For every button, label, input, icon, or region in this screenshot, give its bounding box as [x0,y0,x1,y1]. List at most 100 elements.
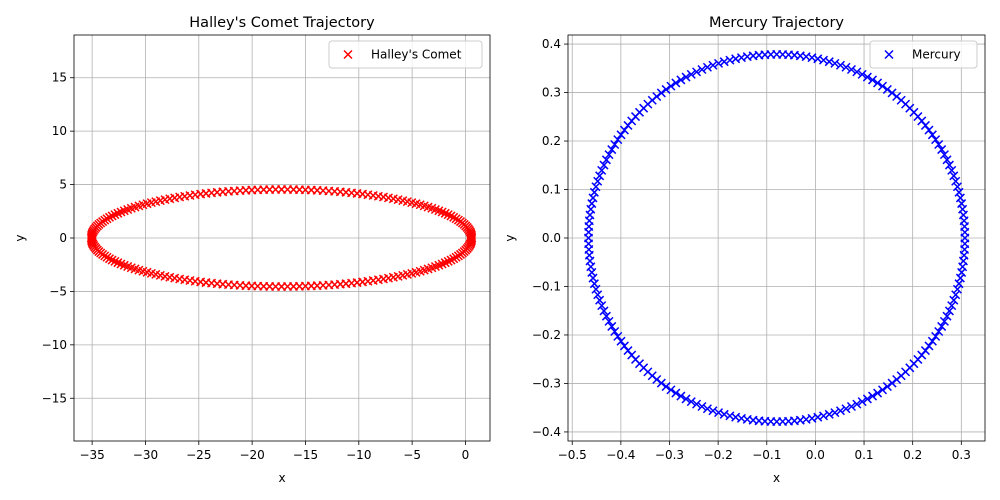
y-axis-label: y [13,234,27,241]
data-point [887,88,897,98]
y-tick-label: −5 [49,284,67,298]
data-point [681,394,691,404]
data-point [862,72,872,82]
x-tick-label: −0.2 [704,448,733,462]
x-tick-label: −0.1 [752,448,781,462]
x-tick-label: −20 [239,448,264,462]
series-points [86,184,477,292]
data-point [725,411,735,421]
y-tick-label: 0.3 [542,86,561,100]
data-point [947,165,957,175]
data-point [920,346,930,356]
data-point [944,160,954,170]
data-point [595,295,605,305]
chart-2: −0.5 −0.4 −0.3 −0.2 −0.1 0.0 0.1 0.2 0.3 −0.4 −0.3… [503,15,986,485]
data-point [942,155,952,165]
data-point [692,399,702,409]
data-point [725,55,735,65]
data-point [882,84,892,94]
data-point [852,67,862,77]
data-point [708,60,718,70]
x-tick-label: 0.1 [854,448,873,462]
data-point [924,125,934,135]
y-tick-label: 0.1 [542,183,561,197]
data-point [588,273,598,283]
data-point [591,284,601,294]
data-point [656,378,666,388]
data-point [835,406,845,416]
y-tick-label: −0.2 [532,328,561,342]
data-point [451,214,461,224]
data-point [714,58,724,68]
data-point [676,75,686,85]
data-point [954,187,964,197]
data-point [952,284,962,294]
data-point [927,336,937,346]
data-point [686,69,696,79]
x-tick-label: −0.5 [558,448,587,462]
data-point [857,397,867,407]
legend-box [328,40,483,69]
legend-label: Mercury [912,48,961,62]
data-point [593,176,603,186]
data-point [607,321,617,331]
y-tick-label: −10 [42,338,67,352]
data-point [595,171,605,181]
data-point [873,78,883,88]
data-point [882,382,892,392]
data-point [947,301,957,311]
x-tick-label: −35 [79,448,104,462]
data-point [623,120,633,130]
data-point [601,155,611,165]
data-point [813,412,823,422]
x-tick-label: 0 [462,448,470,462]
x-tick-label: −10 [346,448,371,462]
data-point [597,165,607,175]
data-point [934,326,944,337]
data-point [443,256,453,266]
y-axis-label: y [503,234,517,241]
data-point [591,182,601,192]
data-point [446,211,456,221]
x-tick-label: −5 [403,448,421,462]
data-point [610,326,620,337]
data-point [666,81,676,91]
y-tick-label: −0.1 [532,279,561,293]
data-point [960,239,970,249]
data-point [671,78,681,88]
data-point [607,145,617,155]
data-point [619,125,629,135]
data-point [661,382,671,392]
data-point [697,64,707,75]
data-point [857,69,867,79]
y-tick-label: 0.0 [542,231,561,245]
data-point [949,295,959,305]
x-tick-label: −25 [186,448,211,462]
y-tick-label: −0.3 [532,376,561,390]
data-point [104,212,115,222]
data-point [467,234,477,245]
data-point [835,60,845,70]
data-point [939,316,949,326]
data-point [593,290,603,300]
data-point [934,139,944,150]
series-points [583,49,970,427]
data-point [824,57,834,67]
data-point [676,391,686,401]
data-point [937,145,947,155]
data-point [818,411,829,421]
data-point [589,279,599,289]
data-point [952,182,962,192]
data-point [446,255,456,265]
data-point [719,409,729,419]
x-axis-label: x [773,471,780,485]
x-tick-label: −30 [133,448,158,462]
data-point [714,408,724,418]
data-point [731,54,741,64]
data-point [588,193,598,203]
data-point [466,236,476,246]
data-point [449,212,459,222]
data-point [449,254,459,264]
data-point [719,57,729,67]
